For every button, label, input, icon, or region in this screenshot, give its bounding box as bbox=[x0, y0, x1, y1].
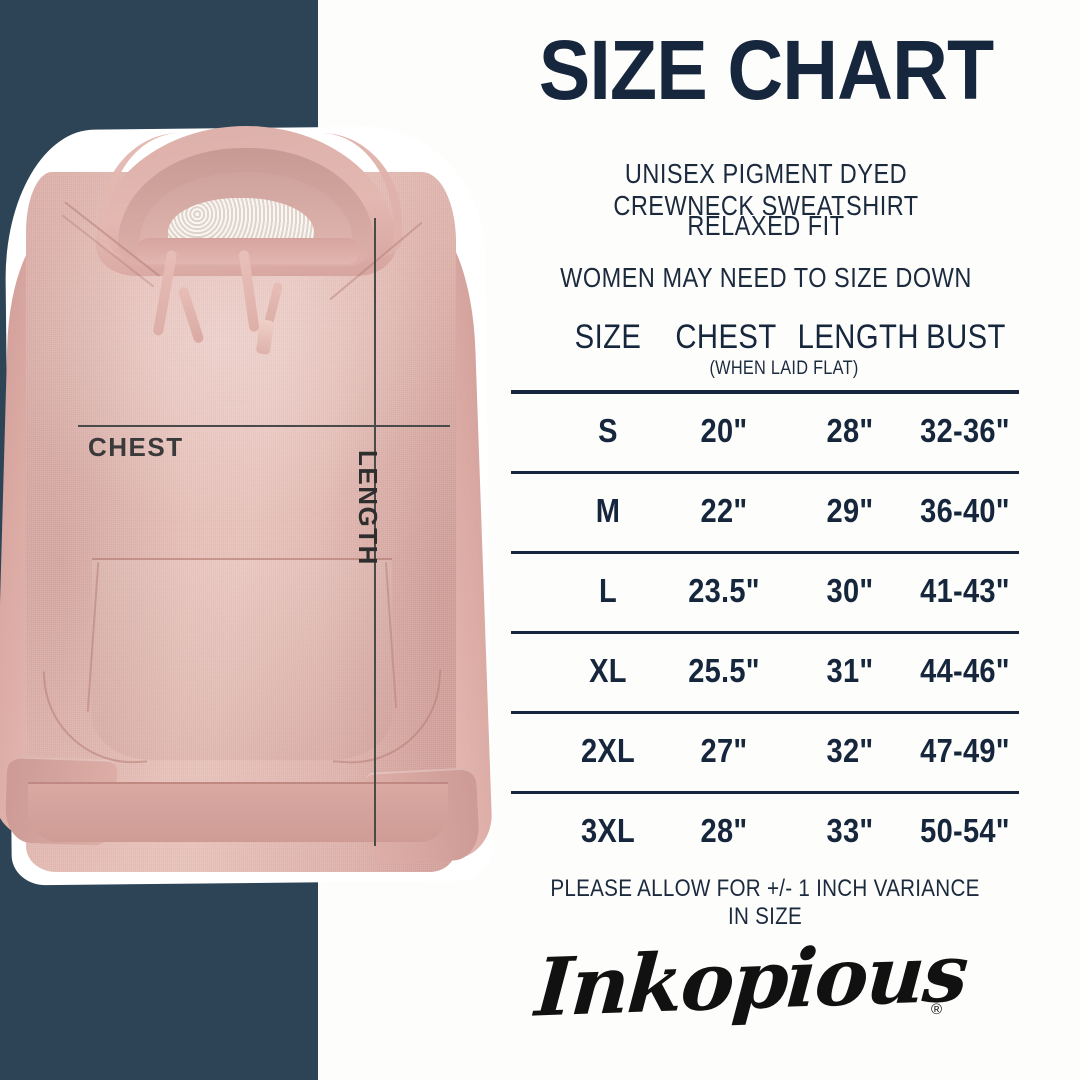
cell-length: 32" bbox=[826, 732, 874, 769]
variance-footnote: PLEASE ALLOW FOR +/- 1 INCH VARIANCE IN … bbox=[550, 875, 980, 930]
registered-trademark-icon: ® bbox=[931, 1001, 943, 1018]
table-row: 2XL 27" 32" 47-49" bbox=[511, 714, 1019, 791]
column-header-size: SIZE bbox=[574, 318, 642, 356]
table-row: XL 25.5" 31" 44-46" bbox=[511, 634, 1019, 711]
cell-size: 3XL bbox=[580, 812, 636, 849]
cell-size: S bbox=[598, 412, 618, 449]
column-header-bust: BUST bbox=[926, 318, 1006, 356]
table-rule bbox=[511, 631, 1019, 634]
cell-bust: 41-43" bbox=[920, 572, 1010, 609]
cell-chest: 27" bbox=[700, 732, 748, 769]
column-header-note: (WHEN LAID FLAT) bbox=[709, 358, 859, 379]
cell-bust: 32-36" bbox=[920, 412, 1010, 449]
table-header-row: SIZE CHEST LENGTH BUST (WHEN LAID FLAT) bbox=[511, 318, 1019, 390]
cell-chest: 28" bbox=[700, 812, 748, 849]
table-rule-top bbox=[511, 390, 1019, 394]
length-measure-label: LENGTH bbox=[353, 450, 383, 566]
table-row: M 22" 29" 36-40" bbox=[511, 474, 1019, 551]
cell-length: 33" bbox=[826, 812, 874, 849]
subtitle-sizing-advice: WOMEN MAY NEED TO SIZE DOWN bbox=[560, 262, 972, 293]
cell-chest: 25.5" bbox=[688, 652, 760, 689]
cell-bust: 36-40" bbox=[920, 492, 1010, 529]
brand-name: Inkopious bbox=[532, 925, 970, 1035]
brand-logo: Inkopious ® bbox=[531, 925, 1001, 1045]
table-rule bbox=[511, 791, 1019, 794]
cell-chest: 22" bbox=[700, 492, 748, 529]
cell-size: XL bbox=[589, 652, 627, 689]
bottom-hem bbox=[28, 782, 448, 842]
cell-size: M bbox=[595, 492, 621, 529]
cell-bust: 50-54" bbox=[920, 812, 1010, 849]
table-row: S 20" 28" 32-36" bbox=[511, 394, 1019, 471]
cell-size: 2XL bbox=[580, 732, 636, 769]
size-table: SIZE CHEST LENGTH BUST (WHEN LAID FLAT) … bbox=[511, 318, 1019, 871]
table-rule bbox=[511, 471, 1019, 474]
sweatshirt-body bbox=[26, 172, 456, 872]
kangaroo-pocket bbox=[92, 558, 392, 760]
garment-photo bbox=[0, 110, 520, 900]
page-title: SIZE CHART bbox=[538, 23, 994, 117]
cell-length: 30" bbox=[826, 572, 874, 609]
cell-bust: 47-49" bbox=[920, 732, 1010, 769]
subtitle-product: UNISEX PIGMENT DYED CREWNECK SWEATSHIRT bbox=[613, 158, 919, 221]
chart-content: SIZE CHART UNISEX PIGMENT DYED CREWNECK … bbox=[511, 0, 1031, 1080]
fabric-texture bbox=[26, 172, 456, 872]
cell-bust: 44-46" bbox=[920, 652, 1010, 689]
chest-measure-label: CHEST bbox=[88, 432, 184, 462]
cell-chest: 20" bbox=[700, 412, 748, 449]
chest-measure-line bbox=[78, 425, 450, 427]
table-rule bbox=[511, 711, 1019, 714]
cell-length: 29" bbox=[826, 492, 874, 529]
table-rule bbox=[511, 551, 1019, 554]
cell-length: 28" bbox=[826, 412, 874, 449]
length-measure-line bbox=[374, 218, 376, 846]
subtitle-fit: RELAXED FIT bbox=[687, 210, 845, 241]
column-header-length: LENGTH bbox=[797, 318, 919, 356]
cell-size: L bbox=[598, 572, 618, 609]
table-row: L 23.5" 30" 41-43" bbox=[511, 554, 1019, 631]
cell-chest: 23.5" bbox=[688, 572, 760, 609]
cell-length: 31" bbox=[826, 652, 874, 689]
table-row: 3XL 28" 33" 50-54" bbox=[511, 794, 1019, 871]
column-header-chest: CHEST bbox=[675, 318, 777, 356]
